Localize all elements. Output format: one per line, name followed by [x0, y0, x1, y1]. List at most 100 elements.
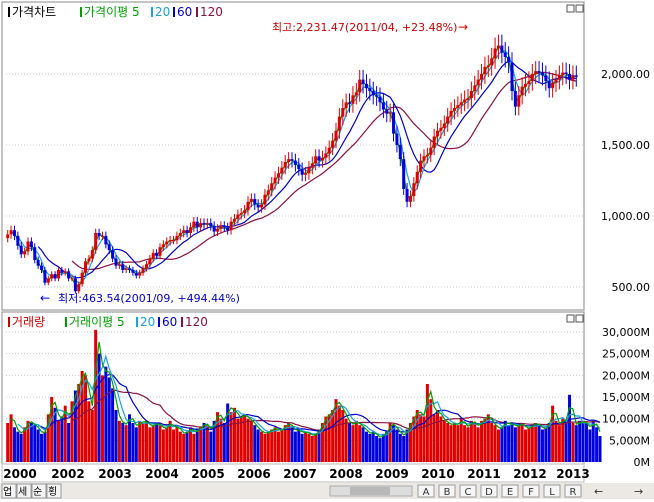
candle-body [104, 235, 108, 245]
toolbar-button[interactable] [480, 484, 498, 498]
candle-body [419, 160, 423, 172]
volume-bar [425, 384, 429, 462]
volume-bar [144, 420, 148, 462]
candle-body [249, 198, 253, 202]
candle-body [117, 264, 121, 266]
volume-bar [574, 425, 578, 462]
candle-body [94, 233, 98, 251]
candle-body [456, 105, 460, 109]
candle-body [209, 223, 213, 226]
x-axis-label: 2003 [98, 467, 131, 481]
candle-body [77, 284, 81, 292]
nav-next-icon[interactable]: → [634, 485, 643, 498]
x-axis-label: 2007 [283, 467, 316, 481]
candle-body [524, 83, 528, 87]
candle-body [273, 177, 277, 184]
candle-body [172, 240, 176, 242]
ma60-line [37, 60, 577, 279]
tab-up[interactable] [1, 483, 17, 499]
volume-bar [524, 429, 528, 462]
volume-bar [581, 423, 585, 462]
legend-price-ma20: 20 [155, 5, 170, 19]
toolbar-button[interactable] [459, 484, 477, 498]
tab-se[interactable] [16, 483, 32, 499]
volume-bar [97, 353, 101, 462]
toolbar-button[interactable] [564, 484, 582, 498]
volume-bar [229, 412, 233, 462]
volume-bar [253, 425, 257, 462]
candle-body [56, 269, 60, 279]
candle-body [63, 271, 67, 273]
panel-minimize-icon[interactable] [566, 4, 575, 13]
volume-bar [202, 423, 206, 462]
panel-minimize-icon[interactable] [566, 314, 575, 323]
x-axis-label: 2010 [421, 467, 454, 481]
candle-body [124, 268, 128, 270]
tab-sun[interactable] [31, 483, 47, 499]
volume-bar [128, 414, 132, 462]
volume-bar [56, 420, 60, 462]
candle-body [422, 156, 426, 161]
volume-tick-label: 10,000M [602, 413, 650, 426]
volume-bar [368, 433, 372, 462]
panel-close-icon[interactable] [575, 314, 584, 323]
candle-body [392, 112, 396, 134]
volume-bar [293, 431, 297, 462]
volume-bar [317, 429, 321, 462]
toolbar-button[interactable] [438, 484, 456, 498]
candle-body [513, 91, 517, 107]
volume-bar [304, 431, 308, 462]
toolbar-button[interactable] [417, 484, 435, 498]
volume-bar [510, 423, 514, 462]
volume-bar [6, 423, 10, 462]
candle-body [364, 83, 368, 89]
candle-body [276, 173, 280, 178]
candle-body [463, 99, 467, 103]
volume-bar [537, 425, 541, 462]
candle-body [412, 183, 416, 197]
panel-close-icon[interactable] [575, 4, 584, 13]
tab-hoeng[interactable] [46, 483, 62, 499]
volume-bar [557, 425, 561, 462]
toolbar-button[interactable] [543, 484, 561, 498]
candle-body [107, 244, 111, 251]
toolbar-button-label: E [507, 487, 513, 498]
candle-body [178, 233, 182, 236]
candle-body [388, 112, 392, 114]
price-axis-ticks: 2,000.00 1,500.00 1,000.00 500.00 [601, 68, 650, 294]
candle-body [46, 278, 50, 283]
volume-bar [486, 414, 490, 462]
volume-bar [107, 377, 111, 462]
volume-bar [402, 436, 406, 462]
price-panel-controls[interactable] [566, 4, 584, 13]
bottom-toolbar: 업 세 순 횡 A B C D E F L R ← → [0, 483, 654, 499]
x-axis-labels: 2000 2002 2003 2004 2005 2006 2007 2008 2009 2010… [3, 467, 589, 481]
candle-body [446, 116, 450, 124]
scroll-thumb[interactable] [350, 487, 390, 495]
toolbar-button-label: R [570, 487, 577, 498]
volume-panel-controls[interactable] [566, 314, 584, 323]
nav-prev-icon[interactable]: ← [594, 485, 603, 498]
candle-body [371, 91, 375, 96]
volume-bar [212, 420, 216, 462]
candle-body [128, 268, 132, 270]
toolbar-button[interactable] [522, 484, 540, 498]
candle-body [216, 228, 220, 232]
candle-body [554, 79, 558, 83]
candle-body [337, 116, 341, 131]
candle-body [300, 169, 304, 175]
volume-bar [134, 427, 138, 462]
candle-body [131, 269, 135, 273]
volume-bar [40, 433, 44, 462]
toolbar-button-label: D [485, 487, 493, 498]
candle-body [53, 274, 57, 279]
candle-body [236, 214, 240, 219]
candle-body [452, 108, 456, 111]
volume-bar [280, 429, 284, 462]
volume-moving-averages [10, 341, 601, 438]
volume-bar [449, 425, 453, 462]
candle-body [141, 268, 145, 273]
candle-body [473, 85, 477, 91]
toolbar-button[interactable] [501, 484, 519, 498]
toolbar-button-label: L [549, 487, 555, 498]
